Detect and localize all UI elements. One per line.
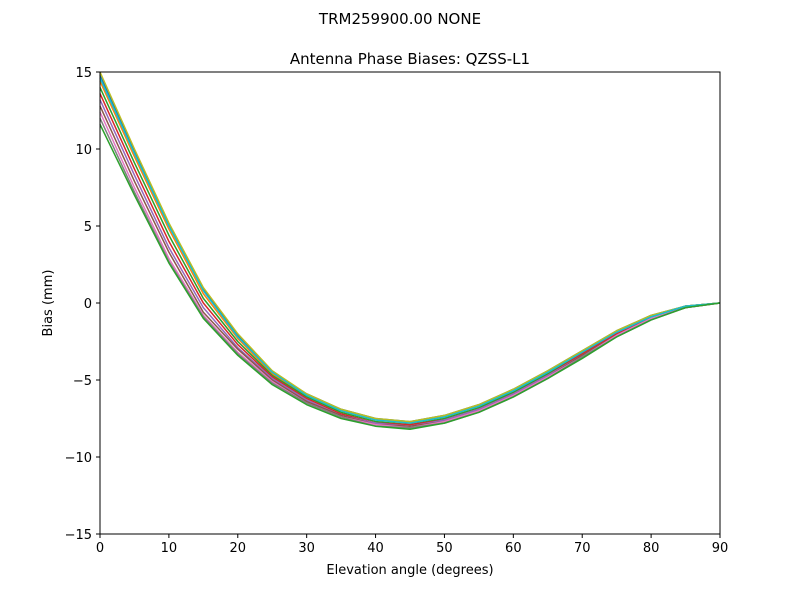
x-tick-label: 70 <box>574 541 591 556</box>
y-tick-label: −15 <box>65 528 92 543</box>
x-tick-label: 80 <box>643 541 660 556</box>
y-axis-ticks: −15 −10 −5 0 5 10 15 <box>65 66 100 543</box>
y-tick-label: 0 <box>84 297 92 312</box>
series-line-11 <box>99 124 721 431</box>
x-tick-label: 50 <box>436 541 453 556</box>
chart-title: Antenna Phase Biases: QZSS-L1 <box>290 50 530 68</box>
figure-suptitle: TRM259900.00 NONE <box>318 10 481 28</box>
x-axis-label: Elevation angle (degrees) <box>326 563 493 578</box>
y-tick-label: −5 <box>73 374 92 389</box>
series-line-4 <box>99 93 721 426</box>
x-tick-label: 0 <box>96 541 104 556</box>
x-tick-label: 30 <box>298 541 315 556</box>
y-tick-label: 10 <box>75 143 92 158</box>
x-tick-label: 20 <box>230 541 247 556</box>
y-tick-label: −10 <box>65 451 92 466</box>
y-tick-label: 5 <box>84 220 92 235</box>
x-axis-ticks: 0 10 20 30 40 50 60 70 80 90 <box>96 534 728 556</box>
y-axis-label: Bias (mm) <box>41 270 56 337</box>
y-tick-label: 15 <box>75 66 92 81</box>
x-tick-label: 40 <box>367 541 384 556</box>
x-tick-label: 10 <box>161 541 178 556</box>
x-tick-label: 60 <box>505 541 522 556</box>
series-layer <box>99 71 721 431</box>
x-tick-label: 90 <box>712 541 729 556</box>
series-line-10 <box>99 77 721 424</box>
series-line-9 <box>99 71 721 423</box>
